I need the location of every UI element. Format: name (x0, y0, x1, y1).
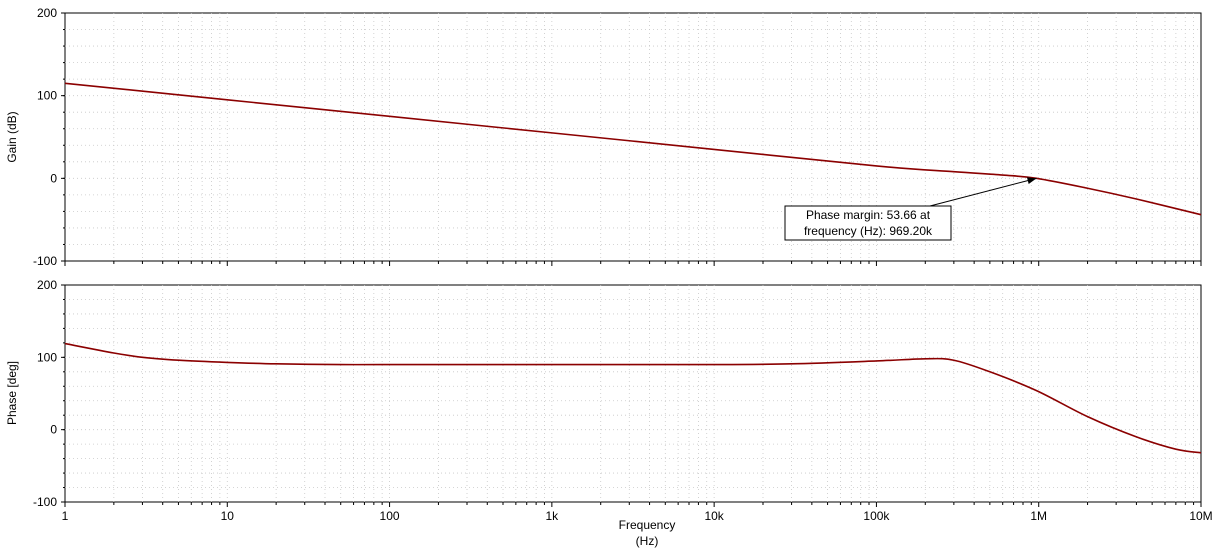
gain-axis-label: Gain (dB) (5, 111, 19, 162)
annotation-box (784, 205, 952, 241)
annotation-arrow-line (929, 177, 1037, 207)
y-tick-label: 0 (50, 171, 57, 185)
x-tick-label: 1 (62, 509, 69, 523)
y-tick-label: 100 (37, 350, 57, 364)
phase-series-line (64, 342, 1202, 454)
y-tick-label: 200 (37, 278, 57, 292)
y-tick-label: -100 (33, 254, 57, 268)
x-axis-label-line1: Frequency (619, 518, 676, 532)
gain-frame (64, 12, 1202, 262)
x-tick-label: 100k (863, 509, 890, 523)
x-axis: 1 10 100 1k 10k 100k 1M 10M (62, 261, 1213, 523)
annotation-line1: Phase margin: 53.66 at (806, 208, 931, 222)
y-tick-label: 200 (37, 6, 57, 20)
gain-series-line (64, 82, 1202, 216)
y-tick-label: 100 (37, 89, 57, 103)
y-tick-label: -100 (33, 495, 57, 509)
annotation-arrowhead (1026, 177, 1037, 184)
phase-axis-label: Phase [deg] (5, 361, 19, 425)
phase-frame (64, 284, 1202, 503)
phase-panel: 200 100 0 -100 (33, 278, 1202, 509)
x-tick-label: 10k (704, 509, 724, 523)
x-tick-label: 1k (546, 509, 560, 523)
phase-margin-annotation: Phase margin: 53.66 at frequency (Hz): 9… (784, 177, 1037, 241)
gain-panel: 200 100 0 -100 (33, 6, 1202, 268)
x-axis-label-line2: (Hz) (636, 534, 659, 548)
x-tick-label: 100 (380, 509, 400, 523)
annotation-line2: frequency (Hz): 969.20k (804, 224, 933, 238)
x-tick-label: 1M (1030, 509, 1047, 523)
x-tick-label: 10 (221, 509, 235, 523)
y-tick-label: 0 (50, 423, 57, 437)
x-tick-label: 10M (1189, 509, 1212, 523)
